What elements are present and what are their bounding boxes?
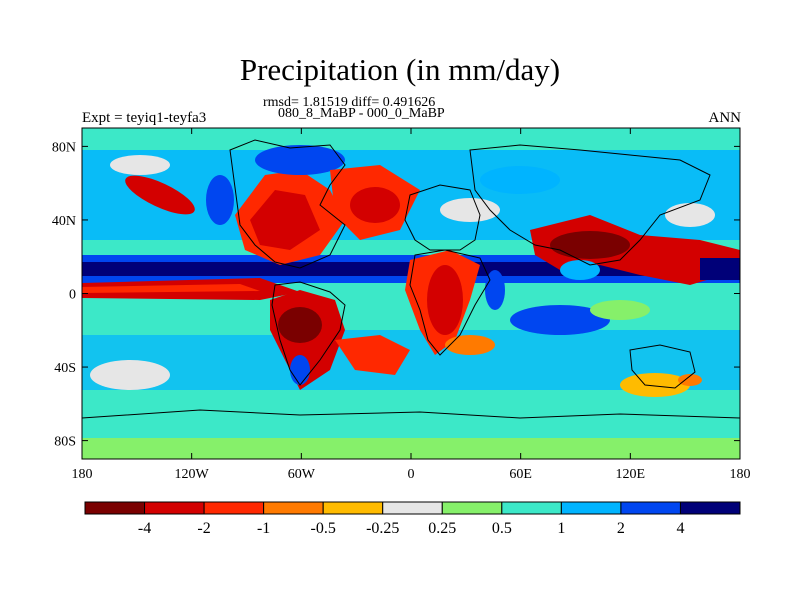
colorbar-label: -4: [138, 520, 151, 537]
x-tick-label: 60W: [288, 467, 316, 482]
y-tick-label: 0: [69, 288, 76, 303]
longitude-ticks: 180 120W 60W 0 60E 120E 180: [72, 128, 751, 482]
colorbar-swatch: [620, 501, 681, 515]
y-tick-label: 80N: [52, 140, 76, 155]
x-tick-label: 120W: [175, 467, 210, 482]
experiment-subtitle: 080_8_MaBP - 000_0_MaBP: [278, 106, 445, 121]
latitude-ticks: 80N 40N 0 40S 80S: [52, 140, 740, 450]
colorbar-swatch: [441, 501, 503, 515]
coastline-overlay: [82, 139, 740, 419]
colorbar-swatch: [84, 501, 146, 515]
experiment-label: Expt = teyiq1-teyfa3: [82, 110, 207, 126]
plot-title: Precipitation (in mm/day): [239, 52, 561, 87]
colorbar-swatch: [322, 501, 384, 515]
colorbar: -4 -2 -1 -0.5 -0.25 0.25 0.5 1 2 4: [84, 501, 741, 537]
season-label: ANN: [708, 110, 742, 126]
colorbar-swatch: [679, 501, 741, 515]
colorbar-swatch: [560, 501, 622, 515]
y-tick-label: 40N: [52, 214, 76, 229]
colorbar-swatch: [144, 501, 205, 515]
y-tick-label: 40S: [54, 361, 76, 376]
x-tick-label: 120E: [616, 467, 646, 482]
colorbar-swatch: [263, 501, 324, 515]
colorbar-label: 0.25: [428, 520, 456, 537]
colorbar-label: 1: [557, 520, 565, 537]
stats-line: rmsd= 1.81519 diff= 0.491626: [263, 95, 436, 110]
precip-field: [82, 128, 740, 459]
colorbar-label: -2: [197, 520, 210, 537]
x-tick-label: 60E: [509, 467, 532, 482]
colorbar-label: -0.5: [311, 520, 336, 537]
colorbar-swatch: [501, 501, 562, 515]
y-tick-label: 80S: [54, 435, 76, 450]
colorbar-label: 4: [676, 520, 684, 537]
colorbar-label: 2: [617, 520, 625, 537]
colorbar-label: -1: [257, 520, 270, 537]
colorbar-swatch: [382, 501, 443, 515]
colorbar-label: -0.25: [366, 520, 399, 537]
colorbar-label: 0.5: [492, 520, 512, 537]
x-tick-label: 0: [408, 467, 415, 482]
colorbar-swatch: [203, 501, 265, 515]
x-tick-label: 180: [730, 467, 751, 482]
x-tick-label: 180: [72, 467, 93, 482]
